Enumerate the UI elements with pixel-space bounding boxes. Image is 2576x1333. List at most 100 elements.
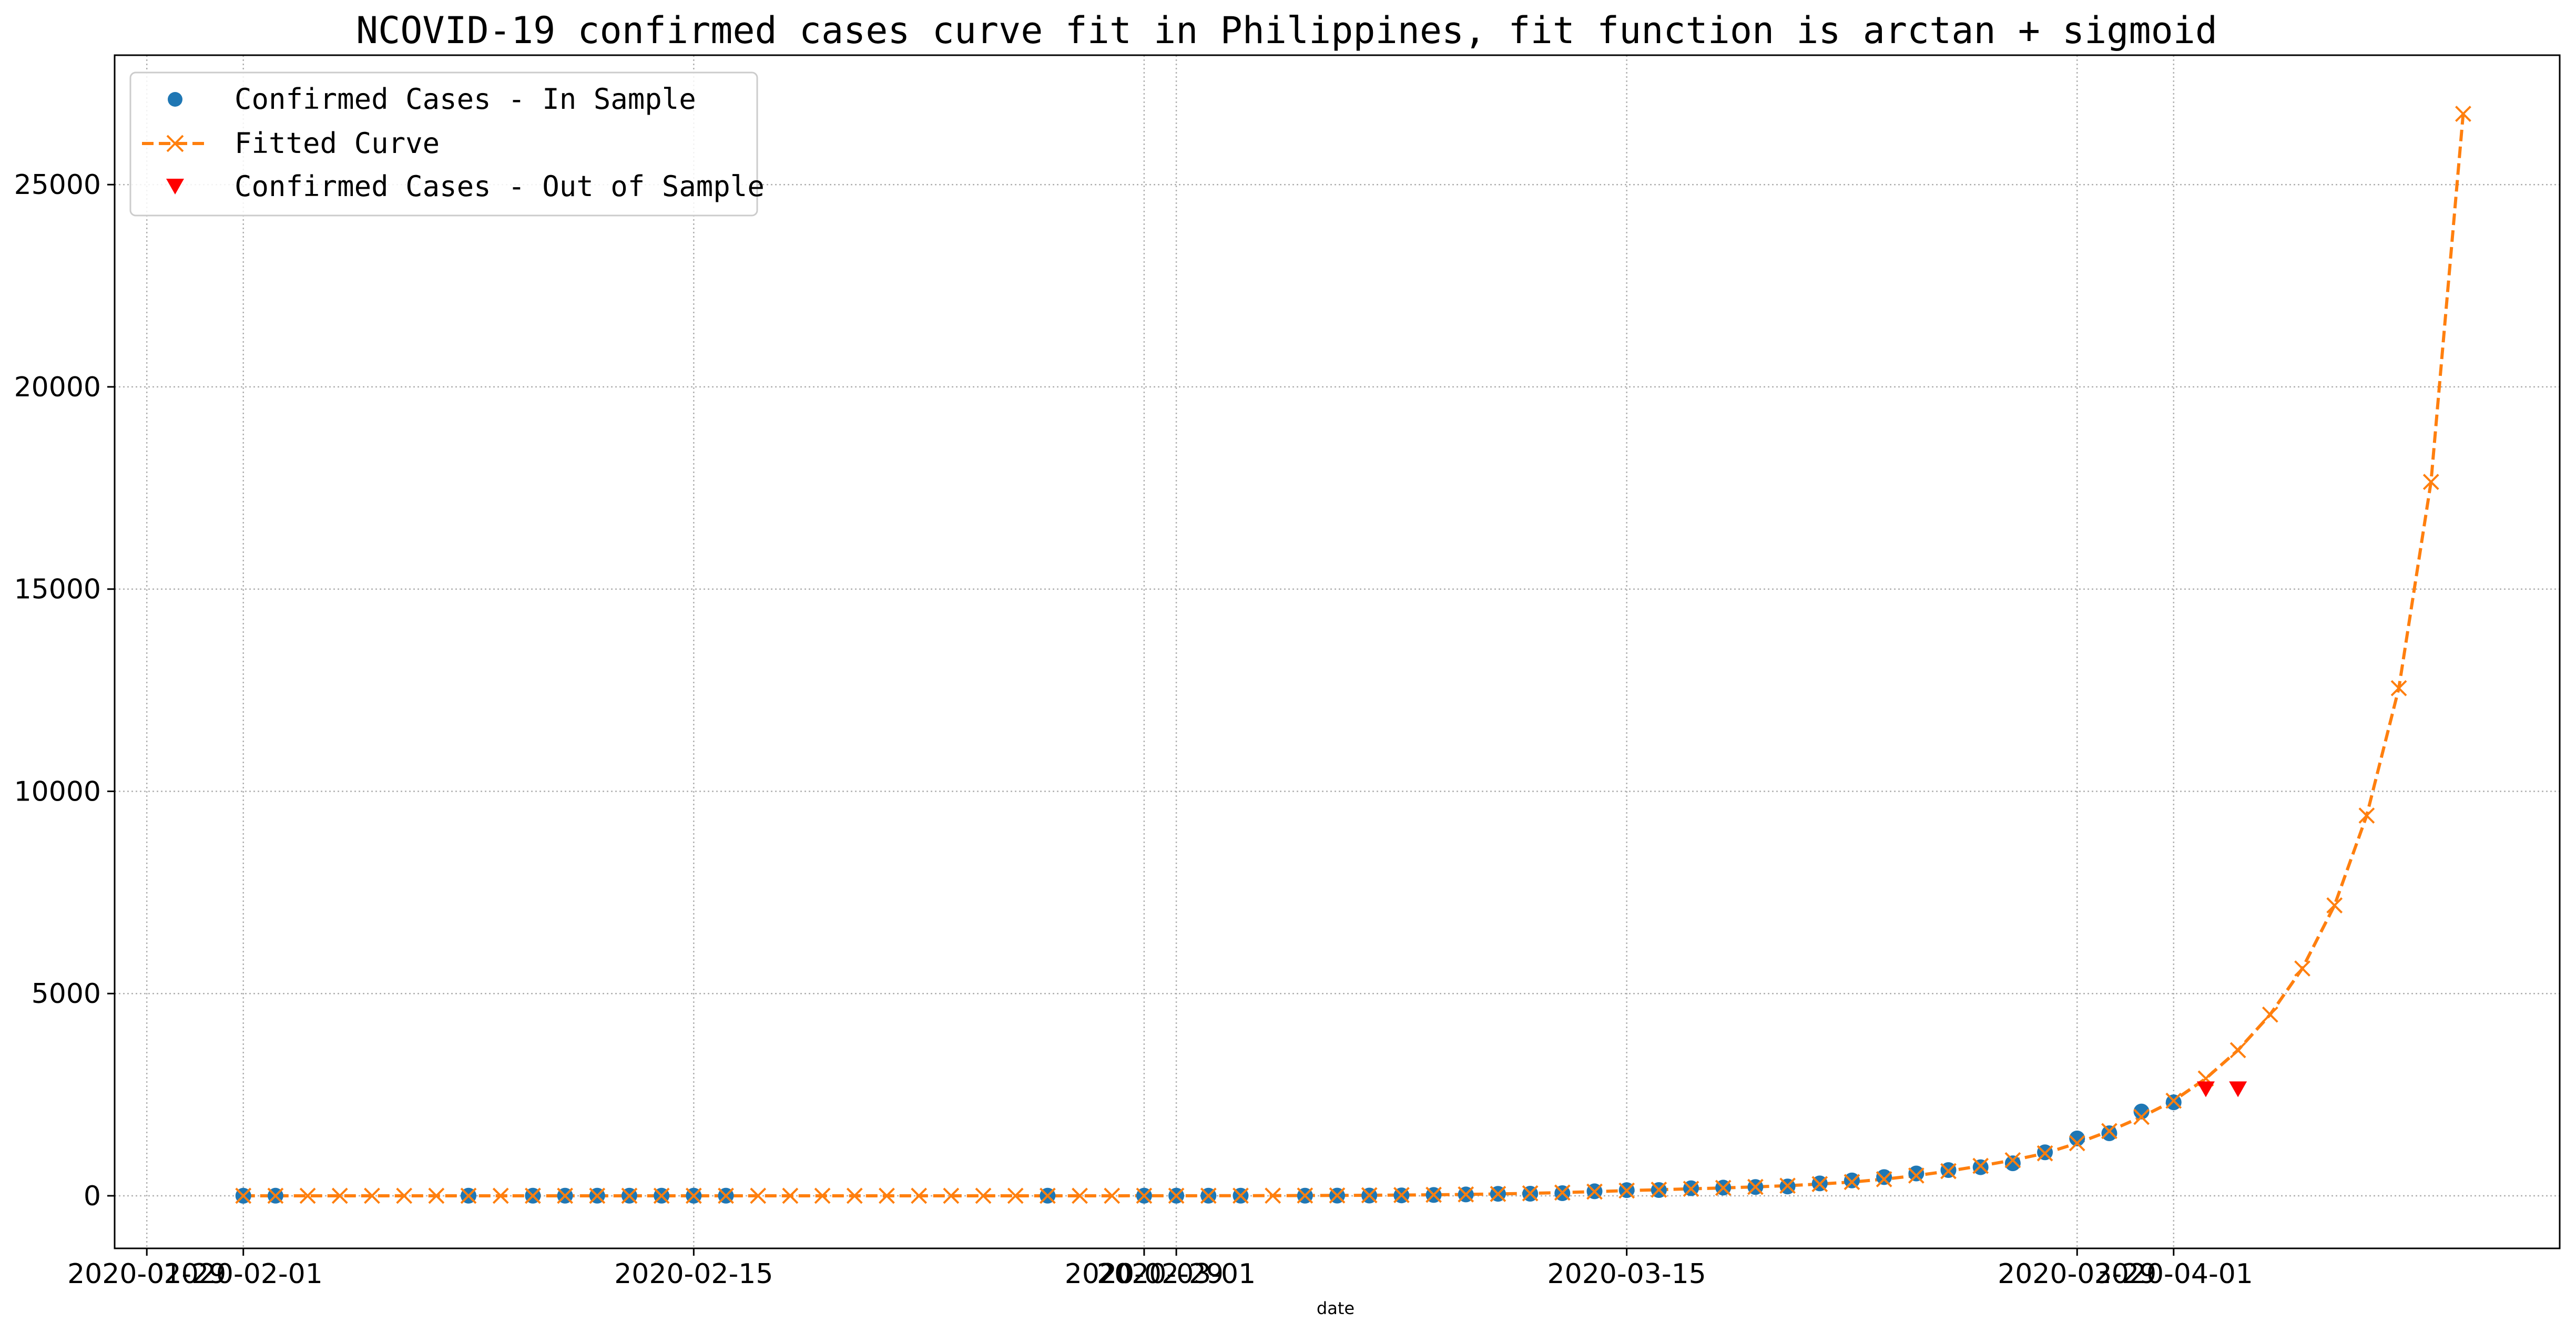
point-fitted-curve-2020-03-05 — [1297, 1187, 1314, 1204]
y-tick-label-10000: 10000 — [14, 776, 101, 807]
point-confirmed-cases-in-sample-2020-03-31 — [2133, 1103, 2150, 1120]
point-fitted-curve-2020-02-25 — [1007, 1187, 1024, 1204]
point-fitted-curve-2020-04-05 — [2294, 960, 2310, 977]
plot-frame — [114, 54, 2561, 1249]
grid — [115, 55, 2560, 1248]
point-fitted-curve-2020-02-14 — [653, 1187, 670, 1204]
point-confirmed-cases-in-sample-2020-03-30 — [2101, 1125, 2117, 1142]
fitted-curve-line — [243, 114, 2465, 1197]
point-fitted-curve-2020-02-16 — [718, 1187, 734, 1204]
point-fitted-curve-2020-03-12 — [1522, 1185, 1539, 1202]
point-confirmed-cases-out-of-sample-2020-04-03 — [2229, 1081, 2247, 1098]
point-confirmed-cases-out-of-sample-2020-04-02 — [2196, 1081, 2215, 1098]
point-fitted-curve-2020-03-25 — [1940, 1163, 1957, 1180]
point-fitted-curve-2020-03-21 — [1811, 1176, 1828, 1193]
y-tick-label-15000: 15000 — [14, 574, 101, 606]
y-tick-label-25000: 25000 — [14, 169, 101, 201]
legend-box — [129, 71, 758, 217]
point-fitted-curve-2020-03-11 — [1490, 1186, 1506, 1202]
point-fitted-curve-2020-02-21 — [879, 1187, 895, 1204]
x-tick-label-2020-03-15: 2020-03-15 — [1547, 1258, 1706, 1290]
point-confirmed-cases-in-sample-2020-03-22 — [1844, 1172, 1860, 1188]
point-fitted-curve-2020-03-30 — [2101, 1123, 2117, 1140]
point-fitted-curve-2020-02-27 — [1072, 1187, 1088, 1204]
point-fitted-curve-2020-03-26 — [1972, 1157, 1989, 1174]
point-fitted-curve-2020-03-10 — [1458, 1186, 1474, 1203]
point-fitted-curve-2020-04-07 — [2358, 807, 2375, 824]
point-fitted-curve-2020-03-23 — [1876, 1171, 1892, 1187]
point-fitted-curve-2020-03-03 — [1233, 1187, 1249, 1204]
point-fitted-curve-2020-03-09 — [1426, 1186, 1442, 1203]
point-fitted-curve-2020-03-13 — [1554, 1184, 1571, 1201]
point-fitted-curve-2020-04-03 — [2229, 1042, 2246, 1059]
y-tick-label-5000: 5000 — [32, 978, 101, 1010]
legend-marker-fitted — [166, 135, 184, 152]
point-fitted-curve-2020-02-01 — [235, 1187, 252, 1204]
x-tick-label-2020-02-29: 2020-02-29 — [1065, 1258, 1224, 1290]
legend-label-out-of-sample: Confirmed Cases - Out of Sample — [235, 170, 765, 203]
point-fitted-curve-2020-03-04 — [1265, 1187, 1281, 1204]
point-fitted-curve-2020-02-23 — [943, 1187, 960, 1204]
point-fitted-curve-2020-03-24 — [1908, 1167, 1925, 1184]
y-tick-label-0: 0 — [84, 1181, 101, 1212]
x-tick-label-2020-03-01: 2020-03-01 — [1097, 1258, 1256, 1290]
data-markers — [235, 106, 2471, 1204]
point-fitted-curve-2020-04-08 — [2390, 680, 2407, 696]
point-fitted-curve-2020-03-07 — [1361, 1187, 1378, 1204]
x-tick-label-2020-02-01: 2020-02-01 — [164, 1258, 323, 1290]
point-fitted-curve-2020-02-10 — [524, 1187, 541, 1204]
point-fitted-curve-2020-02-03 — [299, 1187, 316, 1204]
point-fitted-curve-2020-02-20 — [846, 1187, 863, 1204]
point-fitted-curve-2020-02-13 — [621, 1187, 638, 1204]
x-tick-label-2020-04-01: 2020-04-01 — [2094, 1258, 2253, 1290]
x-tick-label-2020-01-29: 2020-01-29 — [67, 1258, 226, 1290]
point-fitted-curve-2020-03-29 — [2069, 1135, 2085, 1152]
point-fitted-curve-2020-02-29 — [1136, 1187, 1153, 1204]
point-confirmed-cases-in-sample-2020-03-27 — [2004, 1155, 2021, 1172]
point-fitted-curve-2020-02-12 — [589, 1187, 606, 1204]
x-tick-label-2020-03-29: 2020-03-29 — [1998, 1258, 2156, 1290]
legend: Confirmed Cases - In Sample Fitted Curve… — [129, 71, 765, 217]
point-fitted-curve-2020-04-10 — [2455, 106, 2471, 122]
point-confirmed-cases-in-sample-2020-04-01 — [2165, 1094, 2182, 1111]
point-fitted-curve-2020-02-07 — [428, 1187, 445, 1204]
point-fitted-curve-2020-03-01 — [1168, 1187, 1185, 1204]
fitted-curve-path — [243, 114, 2465, 1197]
point-confirmed-cases-in-sample-2020-03-29 — [2069, 1130, 2085, 1146]
point-fitted-curve-2020-03-18 — [1715, 1180, 1732, 1196]
legend-label-fitted: Fitted Curve — [235, 127, 440, 160]
point-fitted-curve-2020-02-22 — [911, 1187, 928, 1204]
point-fitted-curve-2020-04-01 — [2165, 1092, 2182, 1109]
point-fitted-curve-2020-03-08 — [1393, 1187, 1410, 1203]
point-fitted-curve-2020-02-08 — [460, 1187, 477, 1204]
point-fitted-curve-2020-03-19 — [1747, 1178, 1764, 1195]
point-fitted-curve-2020-02-11 — [557, 1187, 573, 1204]
point-fitted-curve-2020-03-16 — [1651, 1182, 1667, 1198]
point-fitted-curve-2020-03-15 — [1618, 1182, 1635, 1199]
point-confirmed-cases-in-sample-2020-03-24 — [1908, 1165, 1925, 1182]
point-fitted-curve-2020-02-28 — [1104, 1187, 1121, 1204]
y-axis: 0 5000 10000 15000 20000 25000 — [14, 169, 115, 1212]
point-fitted-curve-2020-03-31 — [2133, 1109, 2150, 1125]
legend-marker-in-sample — [168, 92, 182, 107]
point-fitted-curve-2020-02-02 — [267, 1187, 284, 1204]
point-fitted-curve-2020-03-17 — [1683, 1181, 1699, 1197]
chart-title: NCOVID-19 confirmed cases curve fit in P… — [356, 9, 2217, 52]
point-fitted-curve-2020-02-09 — [492, 1187, 509, 1204]
point-fitted-curve-2020-02-05 — [364, 1187, 380, 1204]
point-fitted-curve-2020-03-20 — [1779, 1177, 1796, 1194]
point-fitted-curve-2020-04-09 — [2422, 474, 2439, 490]
point-fitted-curve-2020-04-06 — [2326, 897, 2343, 914]
point-fitted-curve-2020-03-28 — [2037, 1145, 2053, 1162]
legend-label-in-sample: Confirmed Cases - In Sample — [235, 83, 696, 116]
x-tick-label-2020-02-15: 2020-02-15 — [614, 1258, 773, 1290]
x-axis-label: date — [1317, 1298, 1355, 1318]
point-fitted-curve-2020-03-27 — [2004, 1152, 2021, 1168]
point-fitted-curve-2020-02-06 — [396, 1187, 413, 1204]
point-fitted-curve-2020-03-14 — [1586, 1183, 1603, 1200]
point-fitted-curve-2020-03-02 — [1200, 1187, 1217, 1204]
point-fitted-curve-2020-03-22 — [1844, 1174, 1860, 1191]
point-fitted-curve-2020-02-26 — [1039, 1187, 1056, 1204]
